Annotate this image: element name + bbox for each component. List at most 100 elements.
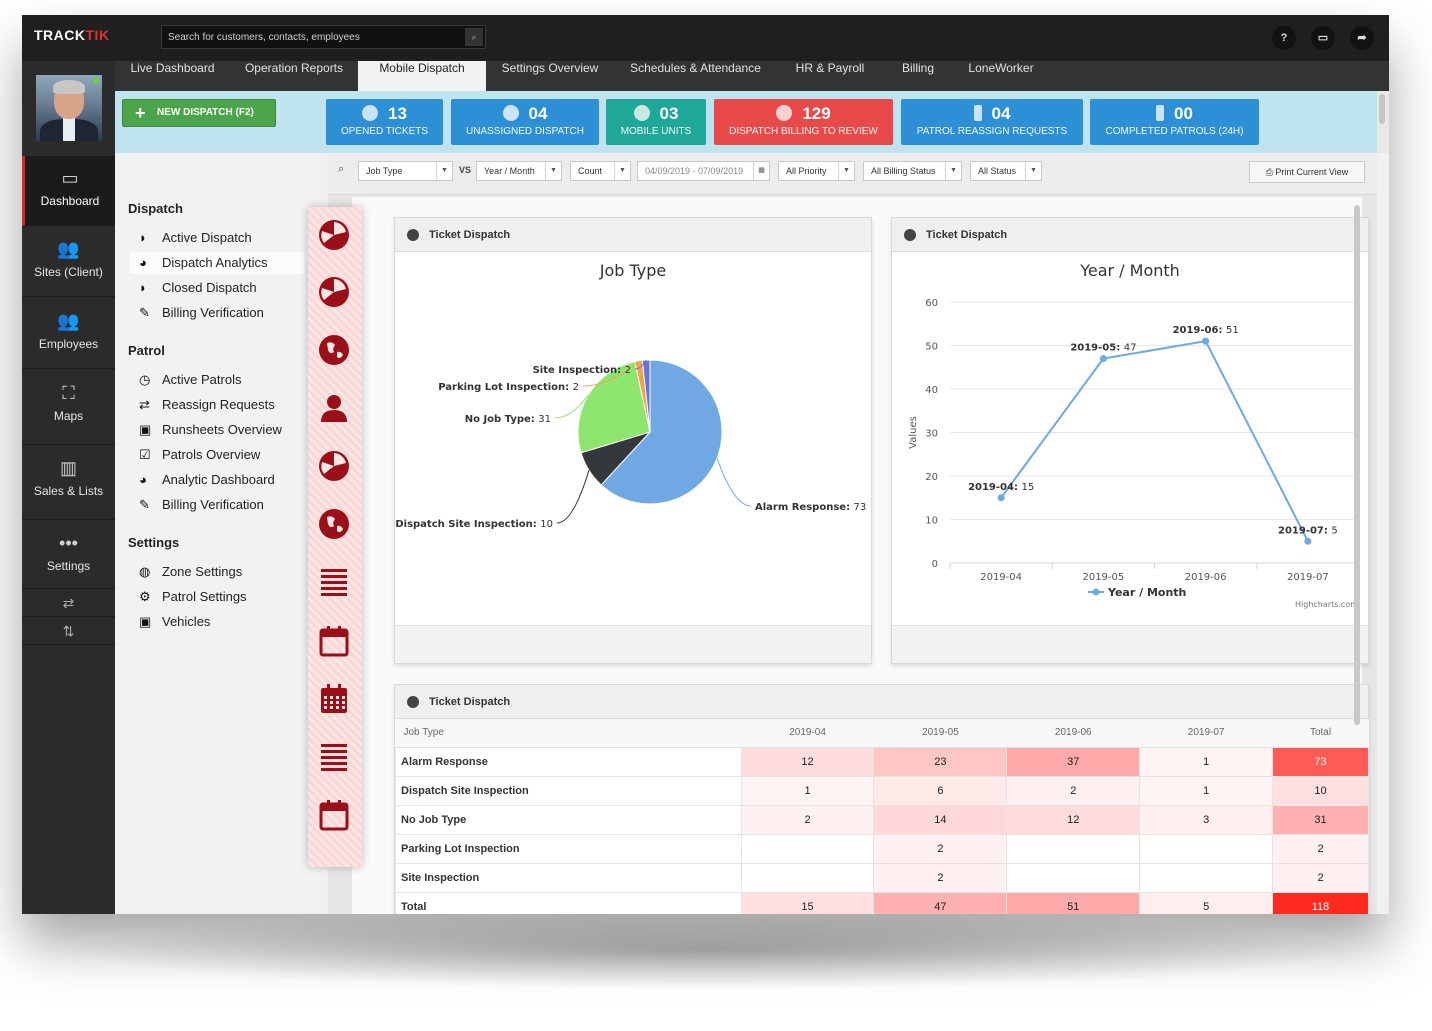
subnav-reassign-requests[interactable]: ⇄ Reassign Requests (130, 394, 304, 416)
app-logo[interactable]: TRACKTIK (34, 27, 110, 43)
swap-horizontal-icon[interactable]: ⇄ (22, 590, 115, 617)
dispatch-icon: ◗ (139, 230, 147, 245)
panel-footer (395, 625, 871, 663)
subnav-analytic-dashboard[interactable]: ◕ Analytic Dashboard (130, 469, 304, 491)
left-nav: ▭ Dashboard 👥 Sites (Client) 👥 Employees ⛶ M… (22, 156, 115, 914)
tab-schedules-attendance[interactable]: Schedules & Attendance (630, 61, 761, 75)
table-row: Parking Lot Inspection 2 2 (395, 833, 1369, 864)
column-header[interactable]: Job Type (395, 719, 742, 748)
globe-icon[interactable] (318, 508, 350, 540)
dispatch-icon[interactable] (318, 276, 350, 308)
data-label: 2019-05: 47 (1070, 343, 1136, 354)
nav-dashboard[interactable]: ▭ Dashboard (22, 156, 115, 226)
count-select[interactable]: Count ▼ (570, 161, 631, 181)
list-icon[interactable] (318, 566, 350, 598)
priority-select[interactable]: All Priority ▼ (778, 161, 855, 181)
job-type-select[interactable]: Job Type ▼ (358, 161, 453, 181)
subnav-closed-dispatch[interactable]: ◗ Closed Dispatch (130, 277, 304, 299)
date-range-input[interactable]: 04/09/2019 - 07/09/2019 ▦ (637, 161, 770, 181)
table-cell (1006, 862, 1141, 893)
column-header[interactable]: 2019-04 (741, 719, 874, 748)
pie-data-label: Parking Lot Inspection: 2 (438, 382, 579, 393)
pie-data-label: Alarm Response: 73 (755, 502, 866, 513)
pie-connector (556, 470, 590, 524)
dispatch-table: Job Type 2019-04 2019-05 2019-06 2019-07 Tota… (395, 719, 1369, 914)
nav-maps[interactable]: ⛶ Maps (22, 371, 115, 445)
nav-settings[interactable]: ••• Settings (22, 521, 115, 589)
logout-icon[interactable]: ➦ (1350, 26, 1374, 50)
user-icon[interactable] (318, 392, 350, 424)
stat-completed-patrols[interactable]: 00 COMPLETED PATROLS (24H) (1090, 99, 1259, 145)
arrows-icon: ⇄ (139, 397, 150, 412)
stat-patrol-reassign-requests[interactable]: 04 PATROL REASSIGN REQUESTS (901, 99, 1083, 145)
stat-dispatch-billing-to-review[interactable]: 129 DISPATCH BILLING TO REVIEW (714, 99, 893, 145)
help-icon[interactable]: ? (1272, 26, 1296, 50)
column-header[interactable]: 2019-05 (873, 719, 1007, 748)
stat-unassigned-dispatch[interactable]: 04 UNASSIGNED DISPATCH (451, 99, 599, 145)
subnav-active-patrols[interactable]: ◷ Active Patrols (130, 369, 304, 391)
panels-scrollbar[interactable] (1354, 205, 1360, 914)
new-dispatch-button[interactable]: + NEW DISPATCH (F2) (122, 99, 276, 127)
tab-hr-payroll[interactable]: HR & Payroll (795, 61, 865, 75)
calendar-icon[interactable] (318, 799, 350, 831)
pie-slice (600, 359, 723, 505)
swap-vertical-icon[interactable]: ⇅ (22, 618, 115, 645)
subnav-patrols-overview[interactable]: ☑ Patrols Overview (130, 444, 304, 466)
list-icon[interactable] (318, 741, 350, 773)
stat-mobile-units[interactable]: 03 MOBILE UNITS (606, 99, 706, 145)
nav-label: Sites (Client) (34, 265, 103, 279)
subnav-vehicles[interactable]: ▣ Vehicles (130, 611, 304, 633)
calendar-grid-icon[interactable] (318, 683, 350, 715)
pie-data-label: Dispatch Site Inspection: 10 (395, 519, 553, 530)
table-cell: 1 (1139, 746, 1274, 777)
nav-sales-lists[interactable]: ▥ Sales & Lists (22, 446, 115, 520)
tab-mobile-dispatch[interactable]: Mobile Dispatch (358, 61, 486, 91)
print-current-view-button[interactable]: ⎙ Print Current View (1249, 161, 1365, 183)
subnav-billing-verification[interactable]: ✎ Billing Verification (130, 302, 304, 324)
search-icon[interactable]: ⌕ (338, 163, 345, 175)
data-point (1304, 537, 1312, 545)
dispatch-icon[interactable] (318, 219, 350, 251)
online-status-dot (93, 78, 99, 84)
tab-operation-reports[interactable]: Operation Reports (244, 61, 344, 75)
stat-opened-tickets[interactable]: 13 OPENED TICKETS (326, 99, 443, 145)
print-icon: ⎙ (1265, 167, 1276, 177)
subnav-patrol-billing-verification[interactable]: ✎ Billing Verification (130, 494, 304, 516)
data-label: 2019-06: 51 (1173, 325, 1239, 336)
column-header[interactable]: 2019-06 (1006, 719, 1140, 748)
column-header[interactable]: Total (1272, 719, 1369, 748)
subnav-zone-settings[interactable]: ◍ Zone Settings (130, 561, 304, 583)
page-scrollbar-thumb[interactable] (1379, 94, 1385, 124)
phone-icon (1156, 105, 1165, 121)
nav-sites-client[interactable]: 👥 Sites (Client) (22, 227, 115, 297)
search-icon[interactable]: ⌕ (465, 28, 483, 46)
subnav-patrol-settings[interactable]: ⚙ Patrol Settings (130, 586, 304, 608)
table-cell: 3 (1139, 804, 1274, 835)
tab-live-dashboard[interactable]: Live Dashboard (130, 61, 215, 75)
chart-title: Year / Month (1079, 261, 1180, 280)
dispatch-icon (407, 229, 419, 241)
table-row: Site Inspection 2 2 (395, 862, 1369, 893)
billing-status-select[interactable]: All Billing Status ▼ (863, 161, 962, 181)
table-total-row: Total 15 47 51 5 118 (395, 891, 1369, 914)
pie-connector (634, 359, 647, 370)
globe-icon[interactable] (318, 334, 350, 366)
tab-billing[interactable]: Billing (901, 61, 934, 75)
subnav-dispatch-analytics[interactable]: ◕ Dispatch Analytics (130, 252, 304, 274)
nav-label: Maps (53, 409, 84, 423)
column-header[interactable]: 2019-07 (1139, 719, 1273, 748)
avatar[interactable] (36, 75, 102, 141)
scrollbar-thumb[interactable] (1354, 205, 1360, 725)
dispatch-icon[interactable] (318, 450, 350, 482)
subnav-active-dispatch[interactable]: ◗ Active Dispatch (130, 227, 304, 249)
subnav-runsheets-overview[interactable]: ▣ Runsheets Overview (130, 419, 304, 441)
search-input[interactable] (168, 29, 458, 45)
year-month-select[interactable]: Year / Month ▼ (476, 161, 562, 181)
nav-employees[interactable]: 👥 Employees (22, 299, 115, 369)
tab-loneworker[interactable]: LoneWorker (968, 61, 1034, 75)
table-cell: 1 (1139, 775, 1274, 806)
tab-settings-overview[interactable]: Settings Overview (501, 61, 599, 75)
monitor-icon[interactable]: ▭ (1311, 26, 1335, 50)
status-select[interactable]: All Status ▼ (970, 161, 1042, 181)
calendar-icon[interactable] (318, 625, 350, 657)
